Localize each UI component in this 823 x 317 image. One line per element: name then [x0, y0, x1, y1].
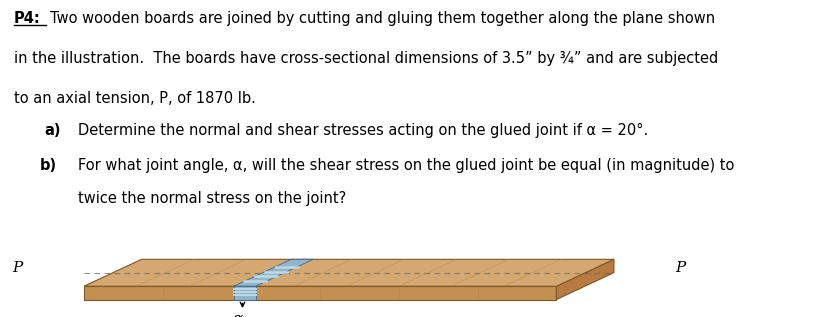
Polygon shape: [234, 259, 314, 286]
Text: b): b): [40, 158, 57, 173]
Polygon shape: [556, 259, 614, 300]
Text: P4:: P4:: [14, 11, 41, 26]
Polygon shape: [84, 259, 614, 286]
Text: P: P: [675, 261, 686, 275]
Text: to an axial tension, P, of 1870 lb.: to an axial tension, P, of 1870 lb.: [14, 91, 256, 106]
Text: in the illustration.  The boards have cross-sectional dimensions of 3.5” by ¾” a: in the illustration. The boards have cro…: [14, 51, 718, 66]
Polygon shape: [234, 286, 256, 300]
Text: a): a): [44, 123, 61, 138]
Text: Determine the normal and shear stresses acting on the glued joint if α = 20°.: Determine the normal and shear stresses …: [78, 123, 649, 138]
Text: α: α: [233, 312, 243, 317]
Text: For what joint angle, α, will the shear stress on the glued joint be equal (in m: For what joint angle, α, will the shear …: [78, 158, 734, 173]
Text: P: P: [12, 261, 23, 275]
Text: Two wooden boards are joined by cutting and gluing them together along the plane: Two wooden boards are joined by cutting …: [50, 11, 715, 26]
Text: twice the normal stress on the joint?: twice the normal stress on the joint?: [78, 191, 346, 206]
Polygon shape: [84, 286, 556, 300]
